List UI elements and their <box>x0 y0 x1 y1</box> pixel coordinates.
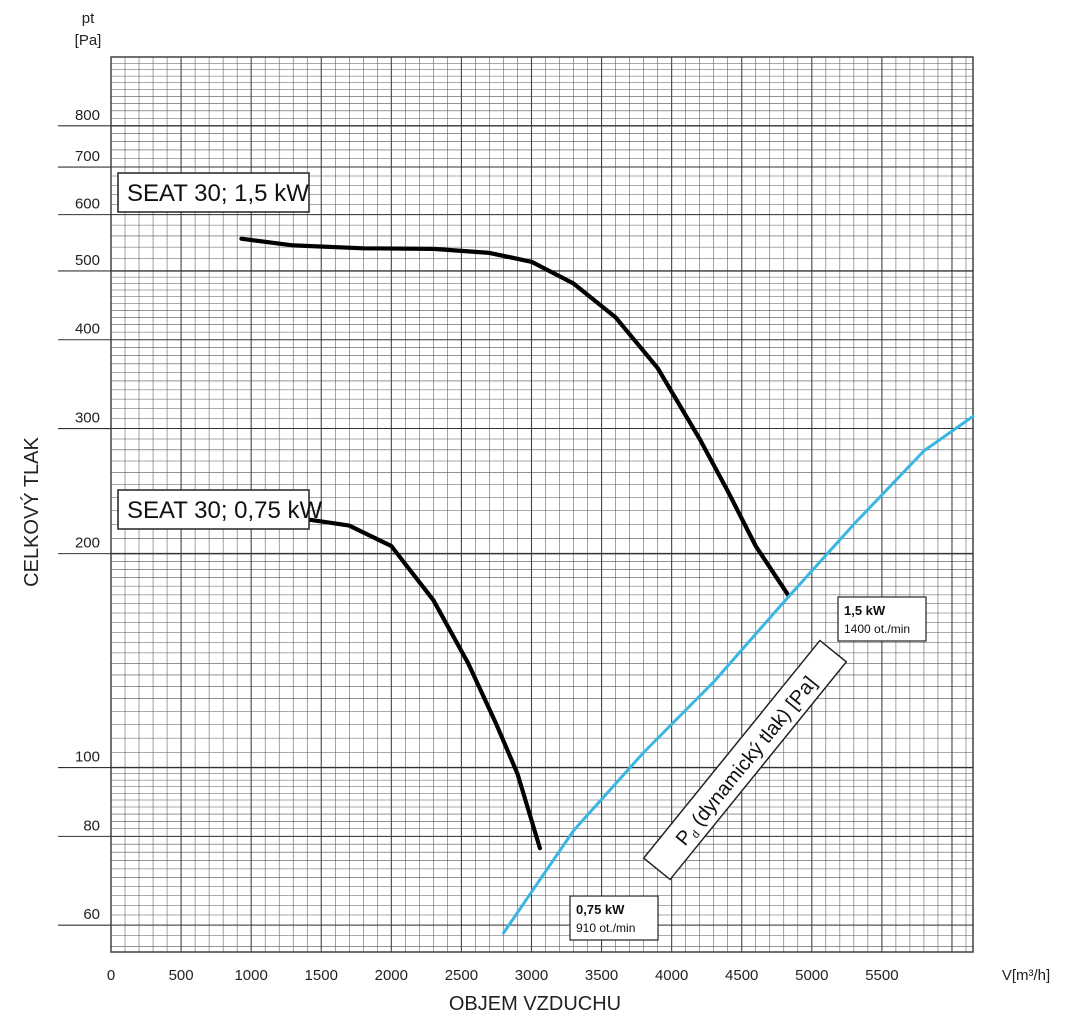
y-unit-label: pt <box>82 10 95 27</box>
y-axis-title: CELKOVÝ TLAK <box>20 436 43 586</box>
x-tick-label: 2500 <box>445 967 478 984</box>
annotation-1-5kw-box <box>837 596 927 642</box>
grid-minor <box>111 56 973 952</box>
series-label-2-box <box>117 489 310 530</box>
series-label-1: SEAT 30; 1,5 kW <box>127 180 309 207</box>
x-tick-label: 4000 <box>655 967 688 984</box>
x-tick-label: 1500 <box>305 967 338 984</box>
x-tick-label: 3000 <box>515 967 548 984</box>
y-tick-label: 700 <box>75 148 100 165</box>
tick-layer: 60 80 100 200 300 400 500 600 700 800 0 500 1000 1500… <box>58 107 899 984</box>
series-line-pd <box>502 414 975 935</box>
x-tick-label: 0 <box>107 967 115 984</box>
label-layer: pt [Pa] CELKOVÝ TLAK OBJEM VZDUCHU V[m³/h] SE… <box>20 10 1050 1015</box>
annotation-0-75kw-subtitle: 910 ot./min <box>576 921 635 935</box>
x-tick-label: 1000 <box>234 967 267 984</box>
x-tick-label: 3500 <box>585 967 618 984</box>
y-tick-label: 60 <box>83 906 100 923</box>
x-unit-label: V[m³/h] <box>1002 967 1050 984</box>
x-axis-title: OBJEM VZDUCHU <box>449 993 621 1015</box>
x-tick-label: 5500 <box>865 967 898 984</box>
annotation-0-75kw-title: 0,75 kW <box>576 902 625 917</box>
x-tick-label: 5000 <box>795 967 828 984</box>
y-tick-label: 500 <box>75 252 100 269</box>
x-tick-label: 2000 <box>375 967 408 984</box>
annotation-1-5kw-subtitle: 1400 ot./min <box>844 622 910 636</box>
series-line-1 <box>239 236 791 597</box>
x-tick-label: 500 <box>169 967 194 984</box>
annotation-0-75kw-box <box>569 895 659 941</box>
y-tick-label: 400 <box>75 321 100 338</box>
y-tick-label: 80 <box>83 817 100 834</box>
pd-label-box <box>642 639 848 881</box>
y-tick-label: 300 <box>75 410 100 427</box>
series-label-1-box <box>117 172 310 213</box>
x-tick-label: 4500 <box>725 967 758 984</box>
y-tick-label: 800 <box>75 107 100 124</box>
annotation-1-5kw-title: 1,5 kW <box>844 603 886 618</box>
pd-diagonal-label: Pd (dynamický tlak) [Pa] <box>642 639 848 881</box>
grid-major <box>110 56 974 953</box>
y-tick-label: 600 <box>75 196 100 213</box>
y-unit-bracket-label: [Pa] <box>75 32 102 49</box>
series-label-2: SEAT 30; 0,75 kW <box>127 497 323 524</box>
y-tick-label: 200 <box>75 535 100 552</box>
series-line-2 <box>195 508 542 851</box>
y-tick-label: 100 <box>75 749 100 766</box>
